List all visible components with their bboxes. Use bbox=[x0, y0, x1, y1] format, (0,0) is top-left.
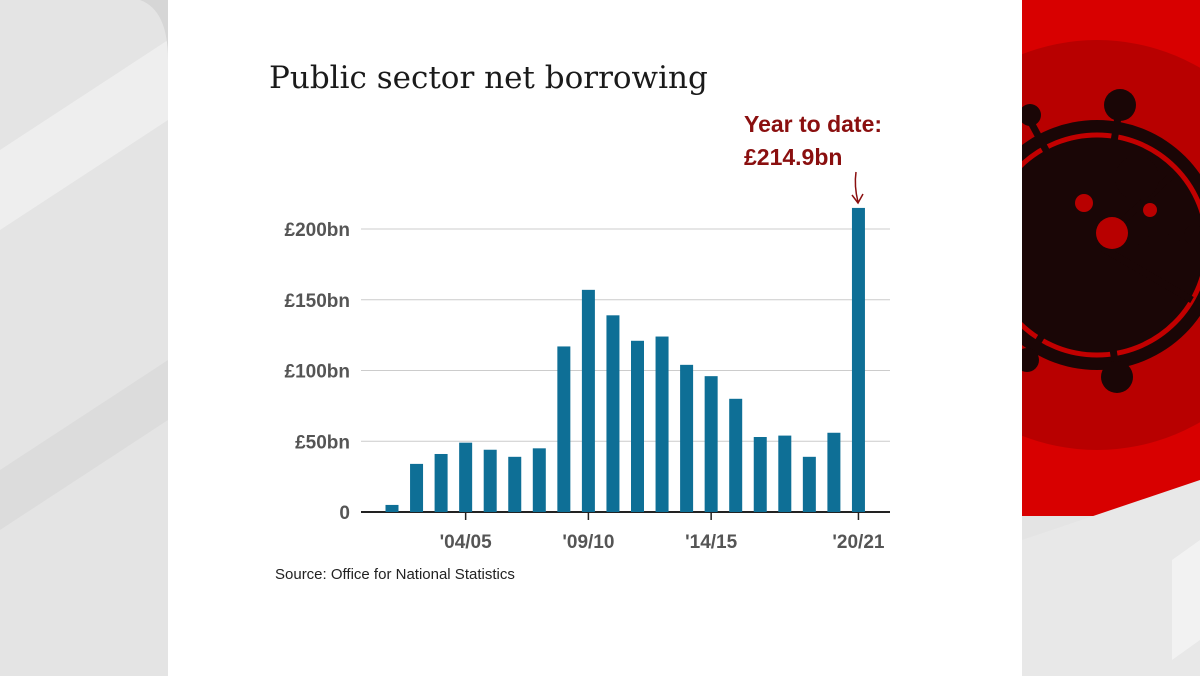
bar bbox=[753, 437, 767, 512]
x-tick-label: '14/15 bbox=[685, 532, 737, 553]
bar bbox=[655, 336, 669, 512]
bar bbox=[778, 435, 792, 512]
chart-title: Public sector net borrowing bbox=[269, 60, 708, 96]
coronavirus-icon bbox=[1022, 0, 1200, 676]
annotation-value: £214.9bn bbox=[744, 144, 843, 170]
chart-card: Public sector net borrowing Year to date… bbox=[168, 0, 1022, 676]
bar bbox=[680, 364, 694, 512]
y-axis-labels: 0 £50bn £100bn £150bn £200bn bbox=[285, 220, 350, 524]
x-tick-label: '20/21 bbox=[832, 532, 884, 553]
y-tick-label: £150bn bbox=[285, 291, 350, 312]
bar bbox=[508, 456, 522, 512]
y-tick-label: £100bn bbox=[285, 362, 350, 383]
bar bbox=[532, 448, 546, 512]
source-note: Source: Office for National Statistics bbox=[275, 566, 515, 583]
y-tick-label: £200bn bbox=[285, 220, 350, 241]
bar bbox=[851, 207, 865, 512]
bar bbox=[631, 340, 644, 512]
y-tick-label: £50bn bbox=[295, 432, 350, 453]
bar bbox=[459, 442, 473, 512]
bar bbox=[557, 346, 571, 512]
bar bbox=[581, 289, 595, 512]
x-tick-label: '09/10 bbox=[562, 532, 614, 553]
gridlines bbox=[361, 228, 890, 513]
bar bbox=[483, 449, 497, 512]
bars bbox=[385, 207, 865, 512]
bar bbox=[434, 453, 448, 512]
bar bbox=[729, 398, 743, 512]
bar bbox=[704, 376, 718, 512]
x-axis-labels: '04/05 '09/10 '14/15 '20/21 bbox=[440, 512, 885, 553]
bar bbox=[827, 432, 841, 512]
y-tick-label: 0 bbox=[339, 503, 350, 524]
bar bbox=[385, 504, 399, 512]
annotation-arrowhead bbox=[851, 193, 864, 205]
x-tick-label: '04/05 bbox=[440, 532, 492, 553]
bar-chart: 0 £50bn £100bn £150bn £200bn '04/05 '09/10 '14… bbox=[285, 171, 890, 553]
bar bbox=[410, 463, 424, 512]
year-to-date-annotation: Year to date: £214.9bn bbox=[744, 108, 882, 174]
annotation-arrow bbox=[854, 171, 859, 203]
bar bbox=[606, 315, 620, 512]
annotation-line-1: Year to date: bbox=[744, 111, 883, 137]
bar bbox=[802, 456, 816, 512]
left-background-panel bbox=[0, 0, 168, 676]
